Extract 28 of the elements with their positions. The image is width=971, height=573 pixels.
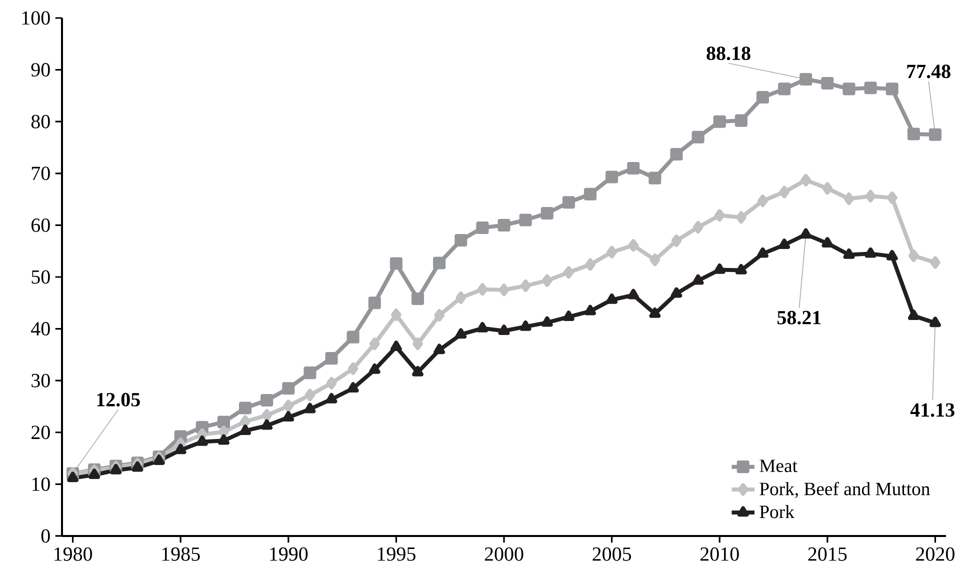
x-tick-label: 2005 [592, 547, 632, 561]
legend-label: Pork [760, 505, 794, 518]
y-tick-label: 80 [31, 114, 50, 128]
y-tick-label: 0 [41, 529, 50, 543]
x-tick-label: 1995 [378, 547, 416, 561]
y-tick-label: 30 [32, 374, 50, 388]
x-tick-label: 1985 [162, 547, 200, 561]
x-tick-label: 1980 [54, 547, 92, 561]
data-label: 77.48 [907, 64, 950, 78]
x-tick-label: 2020 [916, 547, 954, 561]
x-tick-label: 2010 [700, 547, 739, 561]
x-tick-label: 2000 [484, 547, 524, 561]
y-tick-label: 60 [31, 218, 50, 232]
y-tick-label: 10 [32, 477, 50, 491]
y-tick-label: 20 [32, 426, 50, 440]
data-label: 41.13 [910, 403, 954, 417]
data-label: 58.21 [777, 310, 821, 324]
legend-label: Meat [760, 460, 798, 472]
y-tick-label: 100 [22, 11, 50, 25]
y-tick-label: 40 [31, 322, 50, 336]
y-tick-label: 90 [31, 63, 50, 77]
data-label: 88.18 [706, 46, 750, 60]
y-tick-label: 70 [32, 166, 50, 180]
x-tick-label: 1990 [270, 547, 308, 561]
data-label: 12.05 [97, 392, 140, 407]
y-tick-label: 50 [32, 270, 50, 284]
x-tick-label: 2015 [808, 547, 847, 561]
legend-label: Pork, Beef and Mutton [760, 482, 930, 498]
